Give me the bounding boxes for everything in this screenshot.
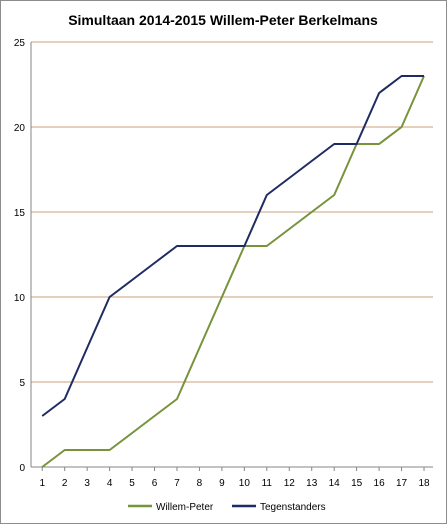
x-tick-label: 1 — [39, 478, 45, 489]
x-axis-tick-labels: 1 2 3 4 5 6 7 8 9 10 11 12 13 14 15 16 17 18 — [39, 478, 430, 489]
chart-title: Simultaan 2014-2015 Willem-Peter Berkelm… — [68, 12, 378, 28]
x-tick-label: 14 — [329, 478, 341, 489]
y-tick-label: 25 — [14, 38, 26, 49]
series-line-tegenstanders — [41, 75, 424, 417]
x-tick-label: 9 — [219, 478, 225, 489]
x-tick-label: 8 — [197, 478, 203, 489]
x-tick-label: 10 — [239, 478, 251, 489]
x-tick-label: 2 — [62, 478, 68, 489]
legend-label-willem-peter: Willem-Peter — [156, 502, 214, 513]
x-tick-label: 16 — [374, 478, 386, 489]
x-tick-label: 17 — [396, 478, 408, 489]
y-tick-label: 0 — [19, 463, 25, 474]
x-tick-label: 13 — [306, 478, 318, 489]
y-tick-label: 20 — [14, 123, 26, 134]
x-tick-label: 3 — [84, 478, 90, 489]
legend: Willem-Peter Tegenstanders — [128, 502, 326, 513]
x-tick-label: 5 — [129, 478, 135, 489]
x-tick-label: 11 — [262, 478, 273, 489]
series-line-willem-peter — [41, 75, 425, 468]
x-tick-label: 15 — [351, 478, 363, 489]
legend-label-tegenstanders: Tegenstanders — [260, 502, 326, 513]
x-tick-label: 7 — [174, 478, 180, 489]
y-axis-tick-labels: 0 5 10 15 20 25 — [14, 38, 26, 474]
x-tick-label: 4 — [107, 478, 113, 489]
gridlines — [31, 41, 433, 383]
y-tick-label: 5 — [19, 378, 25, 389]
y-tick-label: 10 — [14, 293, 26, 304]
x-tick-label: 18 — [418, 478, 430, 489]
y-tick-label: 15 — [14, 208, 26, 219]
x-tick-label: 12 — [284, 478, 296, 489]
x-tick-label: 6 — [152, 478, 158, 489]
axes — [30, 42, 433, 471]
series-lines — [41, 75, 425, 468]
